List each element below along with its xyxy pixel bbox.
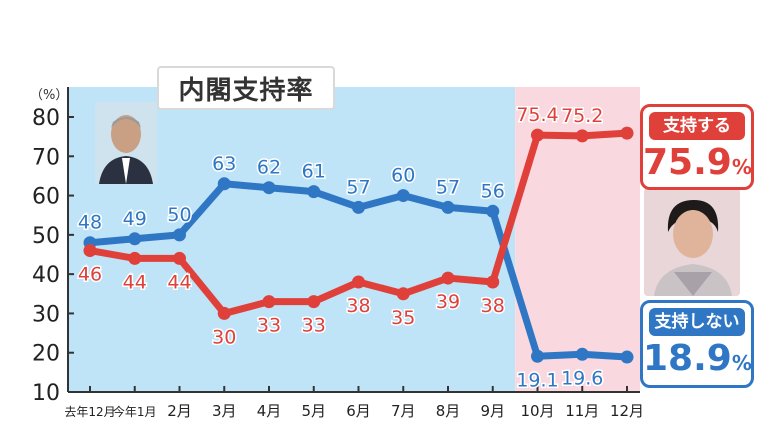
x-tick-label: 去年12月 — [64, 405, 115, 419]
data-label: 48 — [78, 212, 102, 234]
data-label: 50 — [167, 204, 191, 226]
data-point — [128, 232, 142, 246]
x-tick-label: 6月 — [346, 402, 371, 420]
y-tick-label: 10 — [32, 381, 60, 406]
approve-callout: 支持する 75.9% — [640, 104, 754, 190]
data-point — [262, 295, 276, 309]
disapprove-value-line: 18.9% — [643, 336, 752, 386]
data-point — [173, 251, 186, 265]
data-label: 75.2 — [561, 105, 603, 127]
x-tick-label: 11月 — [565, 402, 599, 420]
y-axis-unit: （%） — [30, 88, 69, 103]
approve-value: 75.9 — [643, 142, 732, 183]
x-tick-label: 3月 — [212, 402, 237, 420]
y-tick-label: 40 — [32, 263, 60, 288]
data-point — [173, 228, 186, 242]
data-label: 19.6 — [561, 367, 603, 389]
data-point — [486, 204, 500, 218]
data-label: 30 — [212, 326, 236, 348]
data-point — [128, 251, 142, 265]
x-tick-label: 10月 — [520, 402, 554, 420]
data-point — [531, 349, 544, 363]
data-point — [575, 129, 589, 143]
data-point — [396, 287, 410, 301]
x-tick-label: 4月 — [257, 402, 282, 420]
data-point — [441, 271, 455, 285]
chart-title: 内閣支持率 — [157, 66, 335, 110]
data-label: 33 — [257, 315, 281, 337]
data-label: 75.4 — [516, 104, 558, 126]
portrait-photo-current — [644, 188, 740, 296]
data-point — [352, 200, 365, 214]
data-label: 46 — [78, 264, 102, 286]
data-label: 35 — [391, 307, 415, 329]
data-point — [262, 181, 276, 195]
y-tick-label: 70 — [32, 145, 60, 170]
data-label: 44 — [167, 271, 191, 293]
data-point — [217, 306, 231, 320]
x-tick-label: 今年1月 — [113, 404, 157, 419]
data-point — [307, 185, 321, 199]
data-label: 60 — [391, 165, 415, 187]
data-label: 44 — [123, 271, 147, 293]
data-label: 57 — [436, 176, 460, 198]
data-label: 38 — [346, 295, 370, 317]
approve-value-line: 75.9% — [643, 140, 752, 190]
data-label: 39 — [436, 291, 460, 313]
x-tick-label: 7月 — [391, 402, 416, 420]
data-label: 49 — [123, 208, 147, 230]
y-tick-label: 20 — [32, 342, 60, 367]
x-tick-label: 12月 — [610, 402, 644, 420]
data-point — [575, 347, 589, 361]
data-label: 19.1 — [516, 369, 558, 391]
data-label: 38 — [481, 295, 505, 317]
data-point — [307, 295, 321, 309]
data-point — [217, 177, 231, 191]
disapprove-label: 支持しない — [649, 308, 745, 336]
data-point — [620, 126, 634, 140]
data-label: 62 — [257, 157, 281, 179]
data-point — [620, 350, 634, 364]
disapprove-callout: 支持しない 18.9% — [640, 300, 754, 388]
data-point — [352, 275, 365, 289]
approve-percent-sign: % — [731, 155, 752, 179]
data-label: 57 — [346, 176, 370, 198]
y-tick-label: 30 — [32, 302, 60, 327]
data-label: 63 — [212, 153, 236, 175]
disapprove-percent-sign: % — [731, 351, 752, 375]
y-tick-label: 60 — [32, 185, 60, 210]
data-label: 56 — [481, 180, 505, 202]
data-point — [441, 200, 455, 214]
portrait-photo-previous — [95, 102, 157, 184]
x-tick-label: 9月 — [480, 402, 505, 420]
approve-label: 支持する — [649, 112, 745, 140]
y-tick-label: 50 — [32, 224, 60, 249]
data-point — [83, 244, 97, 258]
data-point — [531, 128, 544, 142]
y-tick-label: 80 — [32, 106, 60, 131]
data-label: 61 — [302, 161, 326, 183]
disapprove-value: 18.9 — [643, 338, 732, 379]
x-tick-label: 5月 — [301, 402, 326, 420]
data-label: 33 — [302, 315, 326, 337]
data-point — [486, 275, 500, 289]
data-point — [396, 189, 410, 203]
x-tick-label: 2月 — [167, 402, 192, 420]
x-tick-label: 8月 — [436, 402, 461, 420]
